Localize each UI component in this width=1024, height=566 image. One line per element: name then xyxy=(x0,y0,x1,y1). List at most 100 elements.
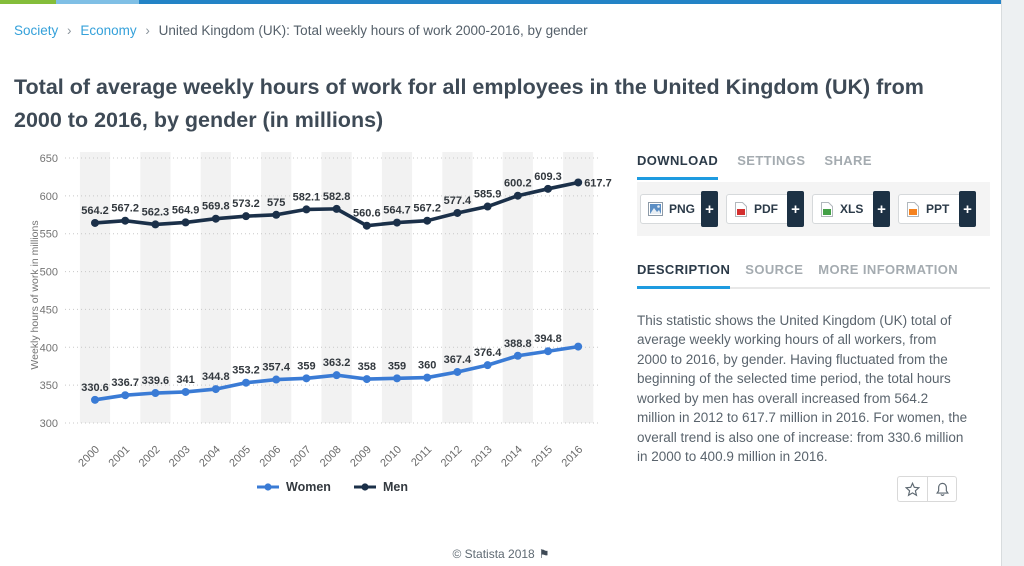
svg-text:2015: 2015 xyxy=(529,444,555,470)
svg-text:2010: 2010 xyxy=(378,444,404,470)
accent-lightblue-segment xyxy=(56,0,139,4)
top-accent-bar xyxy=(0,0,1002,4)
ppt-download-group: PPT + xyxy=(898,191,976,227)
svg-text:Weekly hours of work in millio: Weekly hours of work in millions xyxy=(29,220,41,369)
svg-text:350: 350 xyxy=(40,380,58,392)
svg-text:2003: 2003 xyxy=(167,444,193,470)
svg-text:585.9: 585.9 xyxy=(474,189,502,201)
svg-text:2004: 2004 xyxy=(197,444,223,470)
svg-text:2007: 2007 xyxy=(288,444,314,470)
men-series-marker-icon xyxy=(353,483,376,491)
ppt-plus-button[interactable]: + xyxy=(959,191,976,227)
svg-text:360: 360 xyxy=(418,360,436,372)
pdf-label: PDF xyxy=(754,202,778,216)
breadcrumb-separator: › xyxy=(67,23,72,38)
svg-text:600.2: 600.2 xyxy=(504,178,532,190)
breadcrumb-separator: › xyxy=(145,23,150,38)
pdf-download-button[interactable]: PDF xyxy=(726,194,788,224)
svg-text:564.2: 564.2 xyxy=(81,205,109,217)
image-file-icon xyxy=(648,202,663,216)
accent-blue-segment xyxy=(139,0,1002,4)
svg-text:562.3: 562.3 xyxy=(142,206,170,218)
scrollbar[interactable] xyxy=(1001,0,1024,566)
tab-source[interactable]: SOURCE xyxy=(745,262,804,277)
tab-share[interactable]: SHARE xyxy=(824,153,872,168)
svg-text:564.9: 564.9 xyxy=(172,204,200,216)
flag-icon: ⚑ xyxy=(538,547,550,561)
png-plus-button[interactable]: + xyxy=(701,191,718,227)
svg-text:564.7: 564.7 xyxy=(383,205,411,217)
svg-text:2016: 2016 xyxy=(560,444,586,470)
tab-settings[interactable]: SETTINGS xyxy=(737,153,806,168)
svg-text:650: 650 xyxy=(40,153,58,165)
accent-green-segment xyxy=(0,0,56,4)
svg-text:617.7: 617.7 xyxy=(584,177,612,189)
breadcrumb-current: United Kingdom (UK): Total weekly hours … xyxy=(158,23,588,38)
svg-text:357.4: 357.4 xyxy=(262,362,290,374)
pdf-plus-button[interactable]: + xyxy=(787,191,804,227)
svg-text:567.2: 567.2 xyxy=(413,203,441,215)
svg-text:2014: 2014 xyxy=(499,444,525,470)
xls-file-icon xyxy=(821,201,833,217)
legend-label-women: Women xyxy=(286,480,331,494)
xls-label: XLS xyxy=(840,202,864,216)
description-text: This statistic shows the United Kingdom … xyxy=(637,312,968,465)
breadcrumb-link-economy[interactable]: Economy xyxy=(80,23,137,38)
svg-text:394.8: 394.8 xyxy=(534,333,562,345)
png-download-group: PNG + xyxy=(640,191,718,227)
svg-text:341: 341 xyxy=(176,374,194,386)
svg-text:344.8: 344.8 xyxy=(202,371,230,383)
svg-text:358: 358 xyxy=(358,361,376,373)
svg-text:575: 575 xyxy=(267,197,285,209)
favorite-button[interactable] xyxy=(897,476,927,502)
legend-item-men[interactable]: Men xyxy=(353,480,408,494)
svg-text:609.3: 609.3 xyxy=(534,171,562,183)
tab-download[interactable]: DOWNLOAD xyxy=(637,153,719,180)
svg-text:330.6: 330.6 xyxy=(81,382,109,394)
svg-text:582.8: 582.8 xyxy=(323,191,351,203)
xls-download-group: XLS + xyxy=(812,191,890,227)
legend-item-women[interactable]: Women xyxy=(256,480,331,494)
svg-text:560.6: 560.6 xyxy=(353,208,381,220)
page-title: Total of average weekly hours of work fo… xyxy=(14,75,924,133)
alert-button[interactable] xyxy=(927,476,957,502)
xls-plus-button[interactable]: + xyxy=(873,191,890,227)
svg-text:336.7: 336.7 xyxy=(111,377,139,389)
tab-description[interactable]: DESCRIPTION xyxy=(637,262,731,289)
ppt-file-icon xyxy=(907,201,919,217)
bell-icon xyxy=(935,482,949,496)
svg-text:363.2: 363.2 xyxy=(323,357,351,369)
svg-text:300: 300 xyxy=(40,418,58,430)
svg-text:2013: 2013 xyxy=(469,444,495,470)
svg-text:569.8: 569.8 xyxy=(202,201,230,213)
svg-text:388.8: 388.8 xyxy=(504,338,532,350)
chart-legend: Women Men xyxy=(44,480,620,494)
info-tab-bar: DESCRIPTION SOURCE MORE INFORMATION xyxy=(637,262,990,289)
download-buttons-strip: PNG + PDF + XLS + PPT + xyxy=(637,182,990,236)
legend-label-men: Men xyxy=(382,480,408,494)
svg-text:2008: 2008 xyxy=(318,444,344,470)
ppt-download-button[interactable]: PPT xyxy=(898,194,960,224)
svg-text:500: 500 xyxy=(40,267,58,279)
xls-download-button[interactable]: XLS xyxy=(812,194,874,224)
chart-svg: 300 350 400 450 500 550 600 650 Weekly hours of … xyxy=(29,152,612,470)
svg-text:2000: 2000 xyxy=(76,444,102,470)
pdf-download-group: PDF + xyxy=(726,191,804,227)
svg-text:582.1: 582.1 xyxy=(293,191,321,203)
png-download-button[interactable]: PNG xyxy=(640,194,702,224)
svg-text:567.2: 567.2 xyxy=(111,203,139,215)
pdf-file-icon xyxy=(735,201,747,217)
svg-text:573.2: 573.2 xyxy=(232,198,260,210)
svg-text:2012: 2012 xyxy=(439,444,465,470)
tab-more-information[interactable]: MORE INFORMATION xyxy=(818,262,959,277)
breadcrumb-link-society[interactable]: Society xyxy=(14,23,59,38)
svg-text:376.4: 376.4 xyxy=(474,347,502,359)
svg-text:359: 359 xyxy=(297,360,315,372)
women-series-marker-icon xyxy=(257,483,280,491)
ppt-label: PPT xyxy=(926,202,950,216)
svg-text:2006: 2006 xyxy=(258,444,284,470)
svg-text:2002: 2002 xyxy=(137,444,163,470)
svg-text:359: 359 xyxy=(388,360,406,372)
svg-text:2011: 2011 xyxy=(409,444,434,469)
svg-text:339.6: 339.6 xyxy=(142,375,170,387)
